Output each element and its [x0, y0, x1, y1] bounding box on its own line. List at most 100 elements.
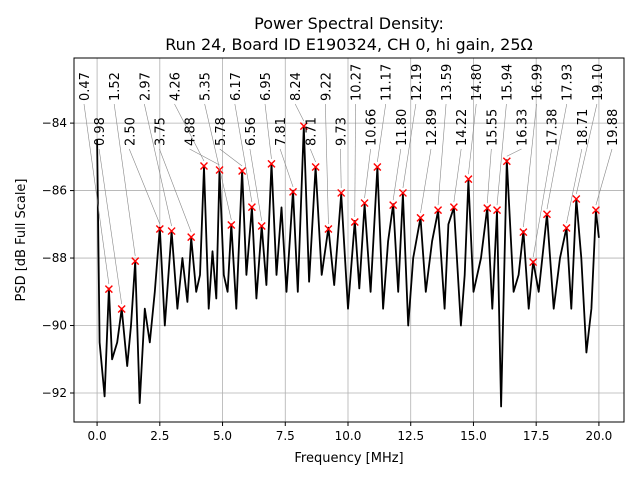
peak-marker-stroke: [449, 203, 458, 212]
peak-label: 10.27: [350, 64, 365, 101]
peak-marker: [104, 285, 113, 294]
peak-label: 19.10: [591, 64, 606, 101]
peak-marker: [350, 217, 359, 226]
peak-leader-line: [392, 148, 402, 201]
peak-label: 8.24: [289, 72, 304, 101]
peak-leader-line: [506, 148, 522, 157]
peak-marker-stroke: [572, 195, 581, 204]
peak-leader-line: [159, 148, 192, 233]
plot-area: [96, 122, 600, 408]
peak-marker-stroke: [257, 222, 266, 230]
x-axis-label: Frequency [MHz]: [294, 451, 403, 466]
peak-label: 11.80: [395, 109, 410, 146]
peak-marker-stroke: [104, 285, 113, 294]
y-tick-label: −86: [42, 184, 67, 198]
peak-marker: [464, 175, 473, 184]
peak-leader-line: [595, 148, 613, 206]
x-tick-label: 5.0: [213, 429, 232, 443]
peak-label: 15.94: [500, 64, 515, 101]
peak-label: 12.19: [410, 64, 425, 101]
peak-label: 9.73: [335, 117, 350, 146]
x-tick-label: 10.0: [335, 429, 362, 443]
peak-label: 12.89: [425, 109, 440, 146]
peak-label: 2.50: [123, 117, 138, 146]
peak-marker: [311, 162, 320, 171]
peak-marker-stroke: [519, 228, 528, 237]
peak-leader-line: [453, 148, 462, 203]
peak-marker-stroke: [398, 188, 407, 197]
peak-leader-line: [128, 148, 161, 225]
peak-leader-line: [234, 103, 253, 203]
peak-label: 13.59: [440, 64, 455, 101]
peak-marker-stroke: [493, 206, 502, 215]
peak-label: 0.47: [78, 72, 93, 101]
peak-marker-stroke: [199, 161, 208, 170]
peak-marker: [502, 157, 511, 166]
peak-marker: [238, 167, 247, 176]
peak-marker: [167, 227, 176, 236]
peak-marker: [416, 213, 425, 222]
peak-marker: [337, 188, 346, 197]
peak-marker-stroke: [238, 167, 247, 176]
peak-marker: [227, 220, 236, 229]
peak-leader-line: [377, 103, 387, 163]
peak-leader-line: [204, 103, 232, 221]
peak-marker: [519, 228, 528, 237]
peak-marker: [199, 161, 208, 170]
peak-label: 16.99: [531, 64, 546, 101]
peak-marker: [398, 188, 407, 197]
peak-marker-stroke: [416, 213, 425, 222]
peak-label: 3.75: [153, 117, 168, 146]
x-tick-label: 0.0: [88, 429, 107, 443]
peak-marker-stroke: [227, 220, 236, 229]
peak-marker: [434, 206, 443, 215]
peak-label: 5.35: [199, 72, 214, 101]
peak-leader-line: [279, 148, 294, 188]
peak-labels: 0.47 0.98 1.52 2.50 2.97 3.75 4.26 4.88 5.35 5.78…: [78, 64, 621, 305]
peak-marker-stroke: [350, 217, 359, 226]
peak-marker: [289, 187, 298, 196]
peak-marker: [483, 204, 492, 213]
peak-label: 6.56: [244, 117, 259, 146]
peak-label: 1.52: [108, 72, 123, 101]
peak-label: 4.88: [184, 117, 199, 146]
x-tick-label: 2.5: [150, 429, 169, 443]
peak-marker: [373, 162, 382, 171]
peak-leader-line: [532, 148, 552, 258]
peak-marker: [131, 257, 140, 266]
peak-marker-stroke: [311, 162, 320, 171]
peak-marker-stroke: [324, 225, 333, 234]
peak-marker-stroke: [529, 258, 538, 267]
peak-marker-stroke: [117, 304, 126, 313]
peak-leader-line: [98, 148, 122, 305]
peak-marker: [562, 224, 571, 233]
peak-marker: [215, 166, 224, 174]
peak-marker-stroke: [483, 204, 492, 213]
peak-label: 18.71: [576, 109, 591, 146]
peak-marker-stroke: [167, 227, 176, 236]
peak-label: 14.22: [455, 109, 470, 146]
peak-marker-stroke: [502, 157, 511, 166]
peak-marker: [389, 201, 398, 210]
peak-label: 19.88: [606, 109, 621, 146]
peak-leader-line: [264, 103, 272, 159]
peak-label: 15.55: [485, 109, 500, 146]
peak-label: 4.26: [169, 72, 184, 101]
peak-marker-stroke: [299, 122, 308, 131]
peak-leader-line: [468, 103, 477, 175]
peak-leader-line: [294, 103, 305, 122]
psd-line: [96, 125, 600, 408]
peak-leader-line: [420, 148, 432, 213]
peak-marker: [247, 203, 256, 212]
peak-marker-stroke: [131, 257, 140, 266]
peak-marker: [117, 304, 126, 313]
peak-marker: [257, 222, 266, 230]
peak-label: 17.93: [561, 64, 576, 101]
peak-leader-line: [523, 103, 537, 228]
peak-leader-line: [310, 148, 316, 163]
peak-label: 16.33: [516, 109, 531, 146]
peak-leader-line: [402, 103, 417, 188]
peak-marker: [299, 122, 308, 131]
x-tick-label: 12.5: [397, 429, 424, 443]
